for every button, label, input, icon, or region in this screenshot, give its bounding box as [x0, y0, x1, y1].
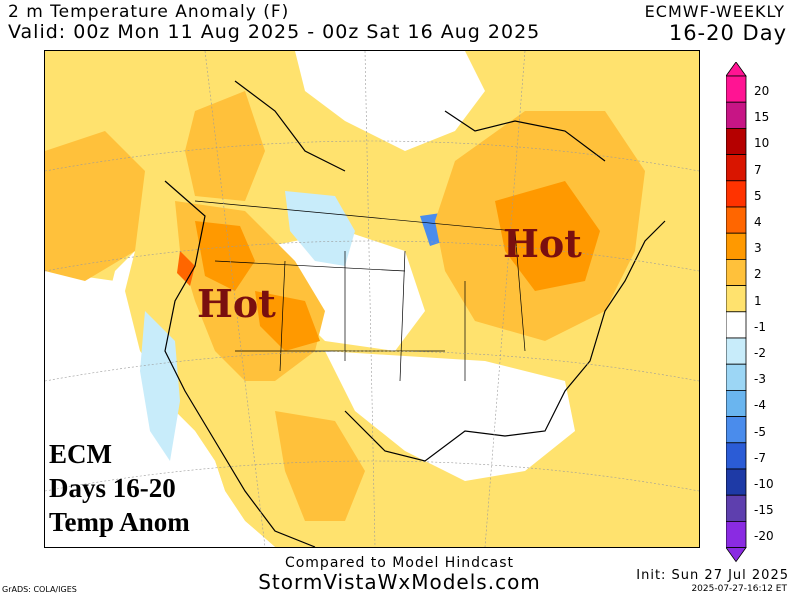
hot-label-west: Hot — [197, 281, 276, 326]
colorbar-swatch — [726, 416, 747, 444]
grid-lines — [45, 51, 699, 547]
colorbar-top-arrow — [726, 62, 747, 77]
colorbar-swatch — [726, 285, 747, 313]
cool-region-plains — [285, 191, 355, 266]
colorbar-label: 4 — [754, 215, 762, 229]
colorbar-swatch — [726, 389, 747, 417]
ecm-line-3: Temp Anom — [49, 507, 190, 537]
hot-region-east-core — [495, 181, 600, 291]
colorbar-label: -2 — [754, 346, 766, 360]
colorbar-label: 2 — [754, 267, 762, 282]
colorbar-label: -20 — [754, 529, 774, 544]
colorbar-swatch — [726, 206, 747, 234]
ecm-line-1: ECM — [49, 439, 112, 469]
colorbar-label: 15 — [754, 110, 770, 125]
colorbar-label: 20 — [754, 84, 770, 98]
init-time: Init: Sun 27 Jul 2025 — [636, 568, 789, 583]
hot-region-northwest-coast — [177, 251, 195, 286]
colorbar-swatch — [726, 311, 747, 339]
ecm-annotation: ECM Days 16-20 Temp Anom — [49, 437, 190, 539]
colorbar: 20 15 10 7 5 4 3 2 1 -1 -2 -3 -4 -5 -7 -10 -15 -20 — [726, 62, 788, 567]
map-title: 2 m Temperature Anomaly (F) — [8, 2, 290, 22]
hindcast-note: Compared to Model Hindcast — [284, 555, 515, 571]
grads-credit: GrADS: COLA/IGES — [2, 585, 77, 594]
ecm-line-2: Days 16-20 — [49, 473, 176, 503]
warm-region-mexico — [275, 411, 365, 521]
colorbar-label: 1 — [754, 293, 762, 308]
coastline — [164, 80, 666, 547]
colorbar-swatch — [726, 101, 747, 129]
site-name: StormVistaWxModels.com — [258, 570, 541, 594]
hot-label-east: Hot — [503, 221, 582, 266]
colorbar-bottom-arrow — [726, 547, 747, 563]
colorbar-swatch — [726, 520, 747, 548]
model-name: ECMWF-WEEKLY — [644, 2, 785, 21]
colorbar-label: 10 — [754, 136, 770, 151]
colorbar-label: -1 — [754, 319, 766, 334]
timestamp: 2025-07-27-16:12 ET — [691, 584, 787, 594]
neutral-region-southeast — [325, 351, 575, 481]
map-graphic — [45, 51, 699, 547]
colorbar-swatch — [726, 494, 747, 522]
colorbar-swatch — [726, 180, 747, 208]
warm-region-pacific — [45, 131, 145, 281]
colorbar-label: -4 — [754, 398, 766, 413]
colorbar-swatch — [726, 442, 747, 470]
anomaly-map: Hot Hot ECM Days 16-20 Temp Anom — [44, 50, 700, 548]
valid-time: Valid: 00z Mon 11 Aug 2025 - 00z Sat 16 … — [8, 21, 541, 43]
colorbar-label: -7 — [754, 450, 766, 465]
colorbar-swatch — [726, 363, 747, 391]
colorbar-swatch — [726, 128, 747, 156]
colorbar-swatch — [726, 154, 747, 182]
forecast-period: 16-20 Day — [668, 21, 787, 45]
colorbar-label: -15 — [754, 503, 774, 518]
colorbar-swatches — [726, 62, 747, 563]
neutral-region-north — [295, 51, 485, 151]
colorbar-label: 7 — [754, 162, 762, 177]
colorbar-swatch — [726, 337, 747, 365]
colorbar-swatch — [726, 75, 747, 103]
hot-region-rockies — [255, 291, 320, 351]
hot-region-west-core — [195, 221, 255, 291]
colorbar-swatch — [726, 258, 747, 286]
warm-region-northwest — [185, 91, 265, 201]
colorbar-label: -5 — [754, 424, 766, 439]
colorbar-swatch — [726, 232, 747, 260]
colorbar-label: 3 — [754, 241, 762, 256]
anomaly-region-atlantic — [585, 321, 699, 421]
colorbar-swatch — [726, 468, 747, 496]
colorbar-label: 5 — [754, 188, 762, 203]
colorbar-label: -3 — [754, 372, 766, 387]
cool-region-pacific — [140, 311, 180, 461]
colorbar-label: -10 — [754, 477, 774, 491]
